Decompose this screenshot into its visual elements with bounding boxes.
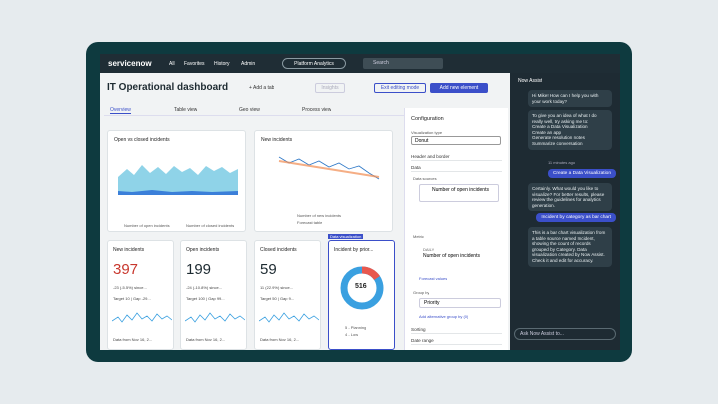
assist-message: Hi Mike! How can I help you with your wo… — [528, 90, 612, 108]
tab[interactable]: Process view — [302, 107, 332, 113]
section[interactable]: Data — [411, 163, 502, 172]
nav-link[interactable]: Admin — [241, 61, 256, 67]
kpi-footer: Data from Nov 16, 2... — [186, 337, 226, 342]
option: Generate resolution notes — [532, 135, 585, 141]
data-source[interactable]: Number of open incidents — [419, 184, 499, 202]
tab[interactable]: Geo view — [239, 107, 260, 113]
widget-title: Open vs closed incidents — [114, 137, 170, 143]
legend-item: Number of open incidents — [124, 223, 170, 228]
section[interactable]: Sorting — [411, 325, 502, 334]
widget-title: New incidents — [261, 137, 293, 143]
section[interactable]: Header and border — [411, 152, 502, 161]
kpi-card[interactable]: Open incidents 199 -24 (-10.8%) since...… — [180, 240, 247, 350]
tab[interactable]: Overview — [110, 107, 131, 114]
metric-frequency: DAILY — [423, 247, 435, 252]
assist-message: Certainly. What would you like to visual… — [528, 183, 612, 212]
label: Group by — [413, 290, 430, 295]
legend-item: 5 - Planning — [345, 325, 367, 330]
kpi-value: 397 — [113, 261, 139, 278]
kpi-value: 199 — [186, 261, 212, 278]
assist-message: This is a bar chart visualization from a… — [528, 227, 612, 267]
user-message: Incident by category as bar chart — [536, 213, 616, 222]
line-chart — [278, 156, 380, 180]
option: Create a Data Visualization — [532, 124, 588, 130]
legend-item: Number of closed incidents — [186, 223, 235, 228]
link[interactable]: Add alternative group by (0) — [419, 314, 469, 319]
kpi-title: Closed incidents — [260, 247, 297, 253]
assist-panel: Now Assist Hi Mike! How can I help you w… — [510, 73, 620, 350]
kpi-target: Target 50 | Gap 9... — [260, 296, 295, 301]
kpi-title: Open incidents — [186, 247, 220, 253]
section[interactable]: Date range — [411, 336, 502, 345]
group-field[interactable]: Priority — [419, 298, 501, 308]
legend-item: 4 - Low — [345, 332, 359, 337]
kpi-target: Target 10 | Gap -29... — [113, 296, 151, 301]
widget-title: Incident by prior... — [334, 247, 374, 253]
sparkline — [259, 312, 319, 323]
kpi-change: 11 (22.9%) since... — [260, 285, 294, 290]
selection-tag: Data visualization — [328, 234, 364, 239]
logo: servicenow — [108, 59, 152, 68]
kpi-title: New incidents — [113, 247, 145, 253]
text: To give you an idea of what I do really … — [532, 113, 597, 124]
insights-button[interactable]: Insights — [315, 83, 345, 93]
exit-edit-button[interactable]: Exit editing mode — [374, 83, 426, 93]
panel-title: Configuration — [411, 116, 444, 122]
nav-link[interactable]: All — [169, 61, 175, 67]
tab-bar: Overview Table view Geo view Process vie… — [104, 106, 404, 116]
workspace-pill[interactable]: Platform Analytics — [282, 58, 346, 69]
kpi-card[interactable]: Closed incidents 59 11 (22.9%) since... … — [254, 240, 321, 350]
add-tab[interactable]: + Add a tab — [249, 85, 275, 91]
top-nav: servicenow All Favorites History Admin P… — [100, 54, 510, 73]
widget-donut[interactable]: Data visualization Incident by prior... … — [328, 234, 395, 350]
assist-message: To give you an idea of what I do really … — [528, 110, 612, 150]
metric-name[interactable]: Number of open incidents — [423, 253, 480, 259]
kpi-change: -23 (-5.5%) since... — [113, 285, 147, 290]
top-nav-right — [510, 54, 620, 73]
link[interactable]: Forecast values — [419, 276, 448, 281]
donut-chart — [340, 266, 384, 310]
sparkline — [112, 312, 172, 323]
label: Data sources — [413, 176, 437, 181]
legend-item: Forecast table — [297, 220, 323, 225]
kpi-value: 59 — [260, 261, 277, 278]
add-element-button[interactable]: Add new element — [430, 83, 488, 93]
widget-new-incidents[interactable]: New incidents Number of new incidents Fo… — [254, 130, 393, 232]
sparkline — [185, 312, 245, 323]
screen: servicenow All Favorites History Admin P… — [100, 54, 620, 350]
legend-item: Number of new incidents — [297, 213, 342, 218]
widget-open-closed[interactable]: Open vs closed incidents Number of open … — [107, 130, 246, 232]
kpi-footer: Data from Nov 16, 2... — [113, 337, 153, 342]
tab[interactable]: Table view — [174, 107, 198, 113]
kpi-target: Target 100 | Gap 99... — [186, 296, 225, 301]
nav-link[interactable]: Favorites — [184, 61, 205, 67]
option: Summarize conversation — [532, 140, 583, 146]
label: Metric — [413, 234, 424, 239]
chat-input[interactable]: Ask Now Assist to... — [514, 328, 616, 340]
label: Visualization type — [411, 130, 443, 135]
select[interactable]: Donut — [411, 136, 501, 145]
config-panel: Configuration Visualization type Donut H… — [404, 108, 508, 350]
option: Create an app — [532, 129, 562, 135]
kpi-footer: Data from Nov 16, 2... — [260, 337, 300, 342]
user-message: Create a Data Visualization — [547, 169, 616, 178]
timestamp: 11 minutes ago — [548, 160, 576, 165]
area-chart — [118, 165, 238, 195]
kpi-card[interactable]: New incidents 397 -23 (-5.5%) since... T… — [107, 240, 174, 350]
nav-link[interactable]: History — [214, 61, 230, 67]
donut-total: 516 — [355, 283, 367, 290]
panel-title: Now Assist — [518, 78, 543, 84]
search-box[interactable]: Search — [363, 58, 443, 69]
kpi-change: -24 (-10.8%) since... — [186, 285, 223, 290]
dashboard-title: IT Operational dashboard — [107, 82, 229, 93]
